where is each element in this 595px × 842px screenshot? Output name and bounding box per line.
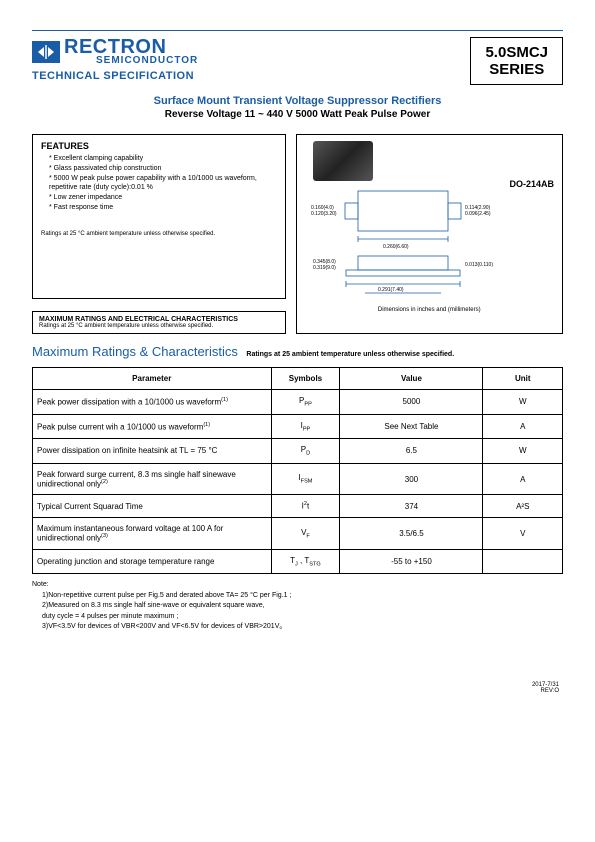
title-sub: Reverse Voltage 11 ~ 440 V 5000 Watt Pea…	[32, 109, 563, 120]
features-box: FEATURES Excellent clamping capability G…	[32, 134, 286, 299]
th-value: Value	[340, 368, 483, 390]
feature-item: Glass passivated chip construction	[49, 164, 277, 174]
brand-name: RECTRON	[64, 37, 198, 57]
cell-symbol: I2t	[271, 495, 340, 518]
title-main: Surface Mount Transient Voltage Suppress…	[32, 95, 563, 107]
table-row: Maximum instantaneous forward voltage at…	[33, 518, 563, 550]
max-ratings-sub: Ratings at 25 °C ambient temperature unl…	[39, 323, 279, 329]
ratings-table: Parameter Symbols Value Unit Peak power …	[32, 367, 563, 574]
ratings-sub: Ratings at 25 ambient temperature unless…	[246, 351, 454, 358]
cell-symbol: IPP	[271, 414, 340, 439]
max-ratings-box: MAXIMUM RATINGS AND ELECTRICAL CHARACTER…	[32, 311, 286, 334]
table-header-row: Parameter Symbols Value Unit	[33, 368, 563, 390]
series-line2: SERIES	[485, 61, 548, 78]
table-row: Operating junction and storage temperatu…	[33, 549, 563, 574]
left-col: FEATURES Excellent clamping capability G…	[32, 134, 286, 334]
cell-symbol: IFSM	[271, 463, 340, 495]
title-block: Surface Mount Transient Voltage Suppress…	[32, 95, 563, 120]
note-item: 1)Non-repetitive current pulse per Fig.5…	[42, 591, 563, 602]
cell-symbol: VF	[271, 518, 340, 550]
cell-param: Power dissipation on infinite heatsink a…	[33, 439, 272, 464]
cell-unit: A	[483, 463, 563, 495]
logo-icon	[32, 41, 60, 63]
cell-param: Operating junction and storage temperatu…	[33, 549, 272, 574]
th-parameter: Parameter	[33, 368, 272, 390]
table-row: Peak pulse current wih a 10/1000 us wave…	[33, 414, 563, 439]
cell-value: 5000	[340, 390, 483, 415]
table-row: Power dissipation on infinite heatsink a…	[33, 439, 563, 464]
outline-drawing: 0.160(4.0) 0.120(3.20) 0.114(2.90) 0.096…	[303, 181, 557, 301]
dim-text: 0.319(9.0)	[313, 265, 336, 271]
cell-unit: W	[483, 439, 563, 464]
dim-note: Dimensions in inches and (millimeters)	[303, 307, 557, 313]
th-symbols: Symbols	[271, 368, 340, 390]
footer-rev: 2017-7/31 REV:O	[532, 682, 559, 694]
table-row: Peak forward surge current, 8.3 ms singl…	[33, 463, 563, 495]
table-row: Typical Current Squarad TimeI2t374A²S	[33, 495, 563, 518]
notes-block: Note: 1)Non-repetitive current pulse per…	[32, 580, 563, 633]
footer-rev-label: REV:O	[532, 688, 559, 694]
notes-title: Note:	[32, 580, 563, 591]
ratings-note: Ratings at 25 °C ambient temperature unl…	[41, 231, 277, 237]
cell-unit: A	[483, 414, 563, 439]
logo-block: RECTRON SEMICONDUCTOR TECHNICAL SPECIFIC…	[32, 37, 198, 82]
cell-symbol: PPP	[271, 390, 340, 415]
cell-value: 300	[340, 463, 483, 495]
feature-item: Excellent clamping capability	[49, 154, 277, 164]
ratings-title: Maximum Ratings & Characteristics	[32, 344, 238, 359]
cell-value: See Next Table	[340, 414, 483, 439]
cell-value: 6.5	[340, 439, 483, 464]
cell-param: Typical Current Squarad Time	[33, 495, 272, 518]
max-ratings-title: MAXIMUM RATINGS AND ELECTRICAL CHARACTER…	[39, 316, 279, 323]
cell-unit: V	[483, 518, 563, 550]
dim-text: 0.291(7.40)	[378, 287, 404, 293]
cell-param: Peak power dissipation with a 10/1000 us…	[33, 390, 272, 415]
top-rule	[32, 30, 563, 31]
cell-value: 3.5/6.5	[340, 518, 483, 550]
logo-top: RECTRON SEMICONDUCTOR	[32, 37, 198, 66]
feature-item: 5000 W peak pulse power capability with …	[49, 174, 277, 194]
tech-spec-label: TECHNICAL SPECIFICATION	[32, 70, 198, 82]
ratings-heading-row: Maximum Ratings & Characteristics Rating…	[32, 344, 563, 359]
cell-param: Peak forward surge current, 8.3 ms singl…	[33, 463, 272, 495]
note-item: 3)VF<3.5V for devices of VBR<200V and VF…	[42, 622, 563, 633]
series-line1: 5.0SMCJ	[485, 44, 548, 61]
cell-symbol: PD	[271, 439, 340, 464]
package-diagram: DO-214AB 0.160(4.0) 0.120(3.20) 0.114(2.…	[296, 134, 564, 334]
cell-param: Maximum instantaneous forward voltage at…	[33, 518, 272, 550]
cell-unit: A²S	[483, 495, 563, 518]
th-unit: Unit	[483, 368, 563, 390]
dim-text: 0.120(3.20)	[311, 211, 337, 217]
features-list: Excellent clamping capability Glass pass…	[41, 154, 277, 213]
cell-param: Peak pulse current wih a 10/1000 us wave…	[33, 414, 272, 439]
features-title: FEATURES	[41, 141, 277, 151]
dim-text: 0.013(0.110)	[465, 262, 493, 268]
cell-unit	[483, 549, 563, 574]
note-item: 2)Measured on 8.3 ms single half sine-wa…	[42, 601, 563, 612]
feature-item: Low zener impedance	[49, 193, 277, 203]
note-item: duty cycle = 4 pulses per minute maximum…	[42, 612, 563, 623]
two-col: FEATURES Excellent clamping capability G…	[32, 134, 563, 334]
chip-image	[313, 141, 373, 181]
package-label: DO-214AB	[509, 179, 554, 189]
cell-value: 374	[340, 495, 483, 518]
brand-sub: SEMICONDUCTOR	[96, 55, 198, 66]
header: RECTRON SEMICONDUCTOR TECHNICAL SPECIFIC…	[32, 37, 563, 85]
cell-symbol: TJ , TSTG	[271, 549, 340, 574]
dim-text: 0.260(6.60)	[383, 244, 409, 250]
table-row: Peak power dissipation with a 10/1000 us…	[33, 390, 563, 415]
series-box: 5.0SMCJ SERIES	[470, 37, 563, 85]
cell-unit: W	[483, 390, 563, 415]
cell-value: -55 to +150	[340, 549, 483, 574]
dim-text: 0.096(2.45)	[465, 211, 491, 217]
feature-item: Fast response time	[49, 203, 277, 213]
